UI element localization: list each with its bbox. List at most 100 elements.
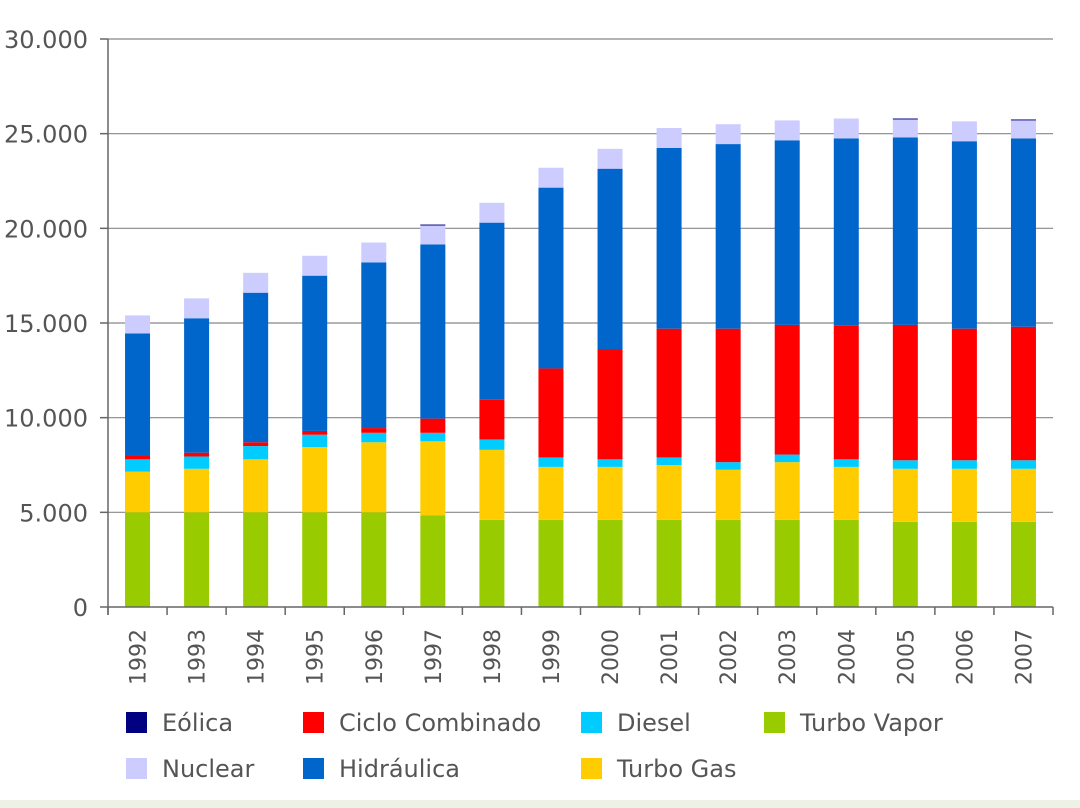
legend-swatch <box>581 758 602 779</box>
bar-segment-diesel <box>833 459 859 467</box>
legend-swatch <box>126 712 147 733</box>
x-axis-ticks: 1992 1993 1994 1995 1996 1997 1998 1999 2000 2001… <box>107 607 1054 685</box>
bar-segment-nuclear <box>361 242 387 263</box>
bar-stack-1994 <box>243 272 269 607</box>
bar-segment-turbo-vapor <box>479 519 505 607</box>
x-tick-label: 1999 <box>540 629 565 685</box>
bar-segment-ciclo-combinado <box>184 452 210 457</box>
bar-segment-diesel <box>361 432 387 443</box>
y-tick-label: 20.000 <box>4 215 88 243</box>
bar-segment-ciclo-combinado <box>243 442 269 447</box>
legend-label: Turbo Gas <box>616 755 736 783</box>
bar-segment-diesel <box>184 456 210 469</box>
bar-segment-turbo-gas <box>538 466 564 520</box>
bar-segment-turbo-gas <box>774 462 800 520</box>
y-axis-ticks: 0 5.000 10.000 15.000 20.000 25.000 30.000 <box>4 26 108 622</box>
bar-segment-turbo-vapor <box>184 512 210 607</box>
bar-segment-turbo-vapor <box>951 521 977 607</box>
y-tick-label: 25.000 <box>4 121 88 149</box>
bar-segment-turbo-vapor <box>774 519 800 607</box>
bar-segment-hidráulica <box>479 222 505 400</box>
legend-swatch <box>764 712 785 733</box>
bar-segment-hidráulica <box>774 140 800 325</box>
bar-segment-turbo-vapor <box>715 519 741 607</box>
bar-segment-diesel <box>597 459 623 467</box>
x-tick-label: 2004 <box>835 629 860 685</box>
bar-segment-hidráulica <box>361 262 387 429</box>
bar-segment-hidráulica <box>420 244 446 419</box>
legend-item: Turbo Gas <box>581 755 736 783</box>
bar-segment-diesel <box>951 460 977 469</box>
legend-label: Turbo Vapor <box>799 709 943 737</box>
bar-segment-hidráulica <box>892 137 918 325</box>
bar-segment-ciclo-combinado <box>774 324 800 455</box>
bar-segment-ciclo-combinado <box>538 368 564 458</box>
legend-item: Hidráulica <box>303 755 460 783</box>
bar-segment-turbo-vapor <box>656 519 682 607</box>
legend-label: Eólica <box>162 709 233 737</box>
legend-label: Ciclo Combinado <box>339 709 541 737</box>
bar-segment-ciclo-combinado <box>125 455 151 460</box>
bar-segment-eólica <box>1010 119 1036 121</box>
bar-stack-1997 <box>420 224 446 607</box>
bar-segment-diesel <box>302 434 328 448</box>
bar-stack-1999 <box>538 167 564 607</box>
bar-segment-turbo-vapor <box>243 512 269 607</box>
bar-stack-2006 <box>951 121 977 607</box>
legend-swatch <box>303 712 324 733</box>
bar-segment-turbo-gas <box>1010 468 1036 522</box>
bar-segment-nuclear <box>892 119 918 138</box>
bar-segment-nuclear <box>1010 120 1036 139</box>
bar-stack-2005 <box>892 118 918 607</box>
legend-swatch <box>581 712 602 733</box>
bar-segment-ciclo-combinado <box>833 325 859 460</box>
legend-swatch <box>126 758 147 779</box>
legend: Eólica Ciclo Combinado Diesel Turbo Vapor Nu… <box>126 709 943 783</box>
x-tick-label: 1995 <box>304 629 329 685</box>
bar-segment-ciclo-combinado <box>892 324 918 461</box>
legend-item: Eólica <box>126 709 233 737</box>
legend-item: Ciclo Combinado <box>303 709 541 737</box>
bar-stack-2001 <box>656 127 682 607</box>
legend-label: Hidráulica <box>339 755 460 783</box>
bar-segment-nuclear <box>951 121 977 142</box>
x-tick-label: 2001 <box>658 629 683 685</box>
legend-swatch <box>303 758 324 779</box>
bar-segment-turbo-gas <box>420 441 446 516</box>
bar-segment-turbo-gas <box>951 468 977 522</box>
bar-segment-hidráulica <box>715 144 741 329</box>
bar-segment-nuclear <box>243 272 269 293</box>
bar-segment-hidráulica <box>538 187 564 369</box>
bar-segment-hidráulica <box>656 147 682 329</box>
legend-label: Diesel <box>617 709 691 737</box>
bar-segment-turbo-vapor <box>302 512 328 607</box>
x-tick-label: 1997 <box>422 629 447 685</box>
x-tick-label: 1994 <box>245 629 270 685</box>
x-tick-label: 2003 <box>776 629 801 685</box>
legend-item: Diesel <box>581 709 691 737</box>
x-tick-label: 2000 <box>599 629 624 685</box>
bar-segment-turbo-gas <box>715 469 741 520</box>
y-tick-label: 0 <box>73 594 88 622</box>
x-tick-label: 2007 <box>1012 629 1037 685</box>
bar-segment-diesel <box>774 454 800 463</box>
bar-segment-diesel <box>420 432 446 442</box>
bar-segment-diesel <box>243 446 269 460</box>
legend-item: Nuclear <box>126 755 255 783</box>
bar-stack-2004 <box>833 118 859 607</box>
bar-stack-2000 <box>597 148 623 607</box>
bar-segment-ciclo-combinado <box>420 418 446 433</box>
legend-label: Nuclear <box>162 755 255 783</box>
x-tick-label: 2002 <box>717 629 742 685</box>
bar-segment-nuclear <box>125 315 151 334</box>
bar-segment-turbo-gas <box>243 459 269 513</box>
bar-segment-turbo-vapor <box>833 519 859 607</box>
bar-segment-ciclo-combinado <box>1010 326 1036 461</box>
bar-segment-ciclo-combinado <box>597 349 623 460</box>
bar-segment-hidráulica <box>951 141 977 329</box>
bar-segment-diesel <box>125 459 151 472</box>
bar-segment-turbo-gas <box>184 468 210 513</box>
bar-stack-2002 <box>715 124 741 607</box>
bar-stack-1993 <box>184 298 210 607</box>
bar-stack-1996 <box>361 242 387 607</box>
